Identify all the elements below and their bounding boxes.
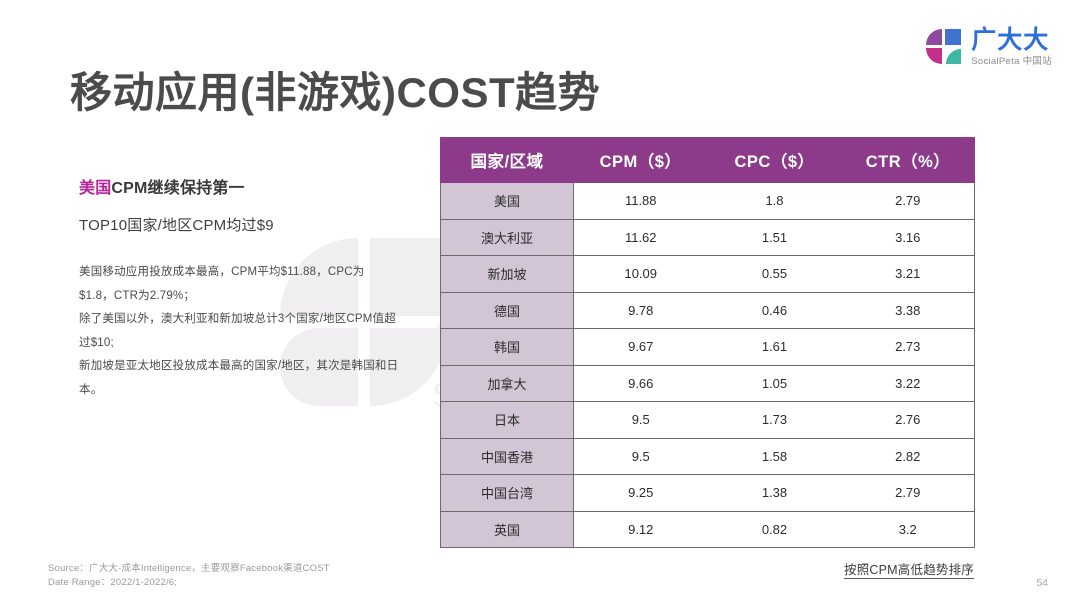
table-sort-note: 按照CPM高低趋势排序 bbox=[440, 559, 974, 579]
cell-cpc: 1.58 bbox=[707, 437, 842, 475]
cell-country: 澳大利亚 bbox=[440, 218, 574, 256]
logo-quadrant-bottom-right bbox=[945, 48, 962, 65]
table-header-row: 国家/区域 CPM（$） CPC（$） CTR（%） bbox=[440, 137, 975, 183]
cell-cpc: 1.05 bbox=[707, 364, 842, 402]
cell-cpc: 1.61 bbox=[707, 328, 842, 366]
cell-ctr: 3.38 bbox=[841, 291, 975, 329]
cell-country: 中国香港 bbox=[440, 437, 574, 475]
table-row: 中国台湾 9.25 1.38 2.79 bbox=[440, 474, 975, 512]
cell-cpc: 0.82 bbox=[707, 510, 842, 548]
column-header-cpm: CPM（$） bbox=[573, 137, 708, 183]
cell-ctr: 2.79 bbox=[841, 474, 975, 512]
cost-table-container: 国家/区域 CPM（$） CPC（$） CTR（%） 美国 11.88 1.8 2.7… bbox=[440, 137, 975, 579]
table-row: 日本 9.5 1.73 2.76 bbox=[440, 401, 975, 439]
cell-cpc: 1.73 bbox=[707, 401, 842, 439]
cell-cpc: 1.8 bbox=[707, 182, 842, 220]
summary-body: 美国移动应用投放成本最高，CPM平均$11.88，CPC为$1.8，CTR为2.… bbox=[79, 266, 399, 396]
summary-headline-rest: CPM继续保持第一 bbox=[111, 180, 245, 197]
brand-logo: 广大大 SocialPeta 中国站 bbox=[926, 28, 1052, 67]
column-header-ctr: CTR（%） bbox=[841, 137, 975, 183]
cell-cpm: 11.62 bbox=[573, 218, 708, 256]
cell-country: 英国 bbox=[440, 510, 574, 548]
cell-country: 加拿大 bbox=[440, 364, 574, 402]
cell-ctr: 2.76 bbox=[841, 401, 975, 439]
cell-cpm: 10.09 bbox=[573, 255, 708, 293]
cell-country: 德国 bbox=[440, 291, 574, 329]
summary-subheadline: TOP10国家/地区CPM均过$9 bbox=[79, 217, 274, 234]
table-row: 美国 11.88 1.8 2.79 bbox=[440, 182, 975, 220]
cell-cpm: 9.78 bbox=[573, 291, 708, 329]
cell-cpc: 0.55 bbox=[707, 255, 842, 293]
brand-subtitle: SocialPeta 中国站 bbox=[971, 56, 1052, 67]
source-footnote: Source：广大大-成本Intelligence，主要观察Facebook渠道… bbox=[48, 562, 330, 591]
cell-cpc: 0.46 bbox=[707, 291, 842, 329]
table-row: 德国 9.78 0.46 3.38 bbox=[440, 291, 975, 329]
table-row: 韩国 9.67 1.61 2.73 bbox=[440, 328, 975, 366]
cell-cpm: 9.67 bbox=[573, 328, 708, 366]
socialpeta-logo-icon bbox=[926, 29, 962, 65]
cell-cpm: 9.5 bbox=[573, 401, 708, 439]
summary-headline: 美国CPM继续保持第一 bbox=[79, 174, 399, 198]
table-body: 美国 11.88 1.8 2.79 澳大利亚 11.62 1.51 3.16 新加坡 10.09 0… bbox=[440, 182, 975, 548]
cell-country: 中国台湾 bbox=[440, 474, 574, 512]
cell-ctr: 3.16 bbox=[841, 218, 975, 256]
table-sort-note-text: 按照CPM高低趋势排序 bbox=[844, 563, 974, 579]
source-line-1: Source：广大大-成本Intelligence，主要观察Facebook渠道… bbox=[48, 562, 330, 574]
cell-ctr: 2.79 bbox=[841, 182, 975, 220]
cell-cpm: 9.25 bbox=[573, 474, 708, 512]
cell-country: 新加坡 bbox=[440, 255, 574, 293]
cell-cpc: 1.51 bbox=[707, 218, 842, 256]
cell-ctr: 2.73 bbox=[841, 328, 975, 366]
cell-cpm: 11.88 bbox=[573, 182, 708, 220]
column-header-country: 国家/区域 bbox=[440, 137, 574, 183]
brand-text: 广大大 SocialPeta 中国站 bbox=[971, 28, 1052, 67]
cell-ctr: 3.21 bbox=[841, 255, 975, 293]
cell-ctr: 3.2 bbox=[841, 510, 975, 548]
cell-country: 日本 bbox=[440, 401, 574, 439]
cell-cpm: 9.5 bbox=[573, 437, 708, 475]
table-row: 加拿大 9.66 1.05 3.22 bbox=[440, 364, 975, 402]
cell-ctr: 2.82 bbox=[841, 437, 975, 475]
logo-quadrant-top-left bbox=[926, 29, 943, 46]
column-header-cpc: CPC（$） bbox=[707, 137, 842, 183]
page-number: 54 bbox=[1036, 577, 1048, 589]
cell-cpc: 1.38 bbox=[707, 474, 842, 512]
summary-panel: 美国CPM继续保持第一 TOP10国家/地区CPM均过$9 美国移动应用投放成本… bbox=[79, 174, 399, 402]
table-row: 澳大利亚 11.62 1.51 3.16 bbox=[440, 218, 975, 256]
cell-country: 美国 bbox=[440, 182, 574, 220]
cell-cpm: 9.66 bbox=[573, 364, 708, 402]
logo-quadrant-top-right bbox=[945, 29, 962, 46]
logo-quadrant-bottom-left bbox=[926, 48, 943, 65]
table-row: 新加坡 10.09 0.55 3.21 bbox=[440, 255, 975, 293]
page-title: 移动应用(非游戏)COST趋势 bbox=[70, 69, 601, 117]
summary-headline-highlight: 美国 bbox=[79, 180, 112, 197]
cell-country: 韩国 bbox=[440, 328, 574, 366]
table-row: 中国香港 9.5 1.58 2.82 bbox=[440, 437, 975, 475]
brand-name: 广大大 bbox=[971, 26, 1050, 54]
table-row: 英国 9.12 0.82 3.2 bbox=[440, 510, 975, 548]
cell-ctr: 3.22 bbox=[841, 364, 975, 402]
cost-table: 国家/区域 CPM（$） CPC（$） CTR（%） 美国 11.88 1.8 2.7… bbox=[440, 137, 975, 548]
source-line-2: Date Range：2022/1-2022/6; bbox=[48, 577, 178, 589]
cell-cpm: 9.12 bbox=[573, 510, 708, 548]
